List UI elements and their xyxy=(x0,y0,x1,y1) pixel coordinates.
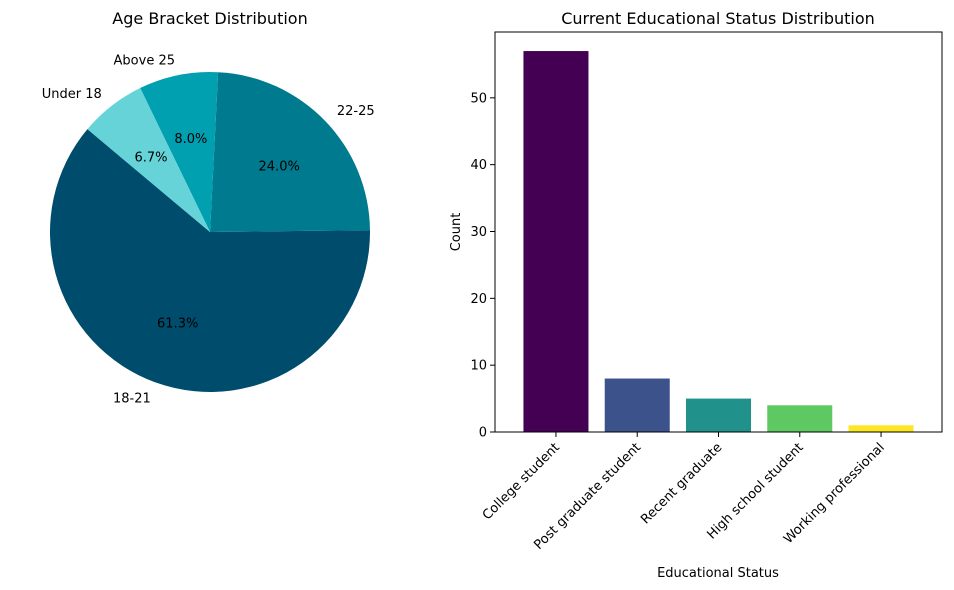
bar-marks xyxy=(523,51,914,433)
bar-working-professional xyxy=(848,425,914,432)
y-axis-label: Count xyxy=(449,213,464,252)
bar-college-student xyxy=(523,51,589,433)
pie-percent-22-25: 24.0% xyxy=(259,160,300,175)
pie-label-18-21: 18-21 xyxy=(113,392,151,407)
bar-title: Current Educational Status Distribution xyxy=(561,9,875,28)
pie-chart: Age Bracket Distribution 18-21 61.3% 22-25… xyxy=(42,9,375,407)
pie-percent-above-25: 8.0% xyxy=(174,132,207,147)
pie-label-under-18: Under 18 xyxy=(42,87,102,102)
y-tick-label-0: 0 xyxy=(479,426,487,441)
pie-percent-under-18: 6.7% xyxy=(134,150,167,165)
pie-labels: 18-21 61.3% 22-25 24.0% Above 25 8.0% Under 18… xyxy=(42,54,375,407)
y-tick-label-50: 50 xyxy=(470,91,487,106)
y-tick-label-30: 30 xyxy=(470,225,487,240)
pie-slices xyxy=(50,72,371,392)
pie-title: Age Bracket Distribution xyxy=(112,9,307,28)
y-tick-label-20: 20 xyxy=(470,292,487,307)
pie-slice-above-25 xyxy=(140,72,219,232)
x-axis-label: Educational Status xyxy=(657,566,779,581)
pie-slice-18-21 xyxy=(50,129,371,392)
pie-slice-under-18 xyxy=(87,88,210,232)
pie-slice-22-25 xyxy=(210,72,370,233)
bar-recent-graduate xyxy=(685,398,752,432)
y-tick-label-40: 40 xyxy=(470,158,487,173)
pie-label-above-25: Above 25 xyxy=(114,54,175,69)
bar-post-graduate-student xyxy=(604,378,670,432)
y-axis: 0 10 20 30 40 50 xyxy=(470,91,495,441)
y-tick-label-10: 10 xyxy=(470,359,487,374)
pie-label-22-25: 22-25 xyxy=(337,104,375,119)
bar-high-school-student xyxy=(767,405,833,432)
pie-percent-18-21: 61.3% xyxy=(157,316,198,331)
